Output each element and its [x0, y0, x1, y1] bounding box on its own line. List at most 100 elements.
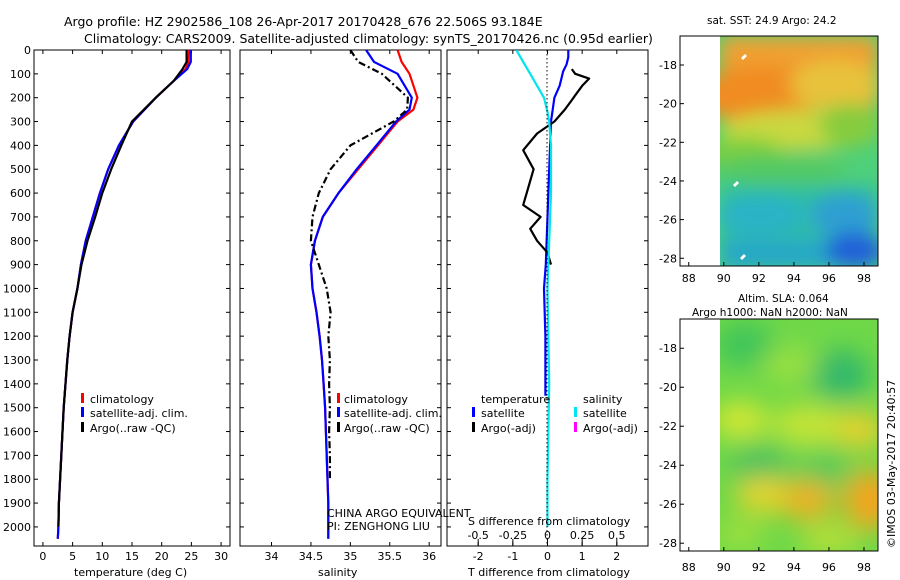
map-x-tick-label: 92: [752, 561, 766, 574]
legend-label-temp-satellite: satellite: [481, 407, 525, 420]
legend-swatch-sal-satellite: [574, 407, 577, 417]
x-tick-label: 15: [125, 550, 139, 563]
sst-heatmap: [720, 36, 878, 266]
y-tick-label: 600: [10, 187, 31, 200]
x-tick-top-label: 0.25: [570, 529, 595, 542]
y-tick-label: 400: [10, 139, 31, 152]
x-tick-label: -2: [473, 550, 484, 563]
map-x-tick-label: 92: [752, 272, 766, 285]
legend-swatch-argo: [81, 422, 84, 432]
x-tick-label: -1: [507, 550, 518, 563]
legend-swatch-temp-argo: [472, 422, 475, 432]
x-tick-label: 34.5: [299, 550, 324, 563]
x-tick-label: 30: [214, 550, 228, 563]
map-x-tick-label: 94: [787, 561, 801, 574]
y-tick-label: 2000: [3, 521, 31, 534]
y-tick-label: 1400: [3, 378, 31, 391]
x-tick-top-label: 0.5: [608, 529, 626, 542]
series-line-argo-raw-qc-: [57, 50, 188, 527]
y-tick-label: 1000: [3, 282, 31, 295]
sal-xlabel: salinity: [318, 566, 358, 579]
diff-xlabel-top: S difference from climatology: [468, 515, 631, 528]
map-y-tick-label: -26: [659, 498, 677, 511]
y-tick-label: 100: [10, 68, 31, 81]
map-axis-ticks: 88 90 92 94 96 98 -18 -20 -22 -24 -26 -28 88 90 92 94 96…: [659, 59, 871, 574]
legend-label-sal-argo: Argo(-adj): [583, 422, 638, 435]
legend-label-temp-argo: Argo(-adj): [481, 422, 536, 435]
map-y-tick-label: -22: [659, 420, 677, 433]
panel-series-group: [309, 50, 419, 539]
series-line-temperature-argo-adj-: [522, 68, 591, 265]
x-tick-label: 0: [544, 550, 551, 563]
legend-swatch-climatology: [81, 393, 84, 403]
y-tick-label: 900: [10, 259, 31, 272]
temp-legend: climatology satellite-adj. clim. Argo(..…: [81, 393, 188, 435]
y-tick-label: 1300: [3, 354, 31, 367]
x-tick-top-label: -0.25: [499, 529, 527, 542]
axis-ticks: 0100200300400500600700800900100011001200…: [3, 44, 648, 563]
x-tick-label: 20: [155, 550, 169, 563]
y-tick-label: 1500: [3, 402, 31, 415]
series-line-satellite-adj-clim-: [309, 50, 413, 539]
legend-swatch-satellite-adj: [81, 407, 84, 417]
sal-panel-frame: [239, 49, 442, 547]
x-tick-label: 34: [265, 550, 279, 563]
map-y-tick-label: -18: [659, 59, 677, 72]
y-tick-label: 1200: [3, 330, 31, 343]
map-y-tick-label: -24: [659, 459, 677, 472]
diff-xlabel-bottom: T difference from climatology: [467, 566, 630, 579]
map-y-tick-label: -28: [659, 252, 677, 265]
legend-swatch-sal-argo: [574, 422, 577, 432]
legend-swatch-satellite-adj: [337, 407, 340, 417]
panel-series-group: [56, 50, 192, 539]
legend-swatch-argo: [337, 422, 340, 432]
map-x-tick-label: 90: [717, 561, 731, 574]
map-y-tick-label: -28: [659, 537, 677, 550]
y-tick-label: 700: [10, 211, 31, 224]
y-tick-label: 0: [24, 44, 31, 57]
series-line-temperature-satellite: [542, 50, 570, 396]
temp-xlabel: temperature (deg C): [74, 566, 187, 579]
map-y-tick-label: -18: [659, 342, 677, 355]
diff-legend: temperature satellite Argo(-adj) salinit…: [472, 393, 638, 435]
x-tick-label: 5: [69, 550, 76, 563]
x-tick-label: 2: [613, 550, 620, 563]
legend-label-climatology: climatology: [90, 393, 154, 406]
legend-title-salinity: salinity: [583, 393, 623, 406]
x-tick-label: 0: [39, 550, 46, 563]
map-x-tick-label: 88: [682, 272, 696, 285]
y-tick-label: 1800: [3, 473, 31, 486]
legend-label-satellite-adj: satellite-adj. clim.: [344, 407, 442, 420]
x-tick-label: 1: [579, 550, 586, 563]
x-tick-label: 36: [422, 550, 436, 563]
x-tick-label: 25: [184, 550, 198, 563]
y-tick-label: 1600: [3, 426, 31, 439]
panel-series-group: [515, 50, 591, 527]
figure-title-line2: Climatology: CARS2009. Satellite-adjuste…: [84, 31, 653, 46]
series-line-argo-raw-qc-: [309, 50, 409, 480]
y-tick-label: 800: [10, 235, 31, 248]
legend-title-temperature: temperature: [481, 393, 550, 406]
map-x-tick-label: 90: [717, 272, 731, 285]
imos-credit: ©IMOS 03-May-2017 20:40:57: [885, 380, 898, 548]
legend-label-climatology: climatology: [344, 393, 408, 406]
sla-map-subtitle: Argo h1000: NaN h2000: NaN: [692, 307, 848, 319]
legend-label-satellite-adj: satellite-adj. clim.: [90, 407, 188, 420]
legend-label-argo: Argo(..raw -QC): [90, 422, 176, 435]
map-y-tick-label: -24: [659, 175, 677, 188]
sla-heatmap: [720, 319, 878, 551]
x-tick-top-label: -0.5: [467, 529, 488, 542]
series-line-salinity-satellite: [515, 50, 553, 527]
y-tick-label: 500: [10, 163, 31, 176]
float-pi-label: PI: ZENGHONG LIU: [327, 520, 430, 533]
series-line-climatology: [56, 50, 191, 539]
sla-map-frame: [679, 318, 879, 552]
y-tick-label: 1900: [3, 497, 31, 510]
legend-swatch-temp-satellite: [472, 407, 475, 417]
x-tick-label: 10: [95, 550, 109, 563]
map-y-tick-label: -20: [659, 381, 677, 394]
legend-swatch-climatology: [337, 393, 340, 403]
map-x-tick-label: 88: [682, 561, 696, 574]
legend-label-sal-satellite: satellite: [583, 407, 627, 420]
